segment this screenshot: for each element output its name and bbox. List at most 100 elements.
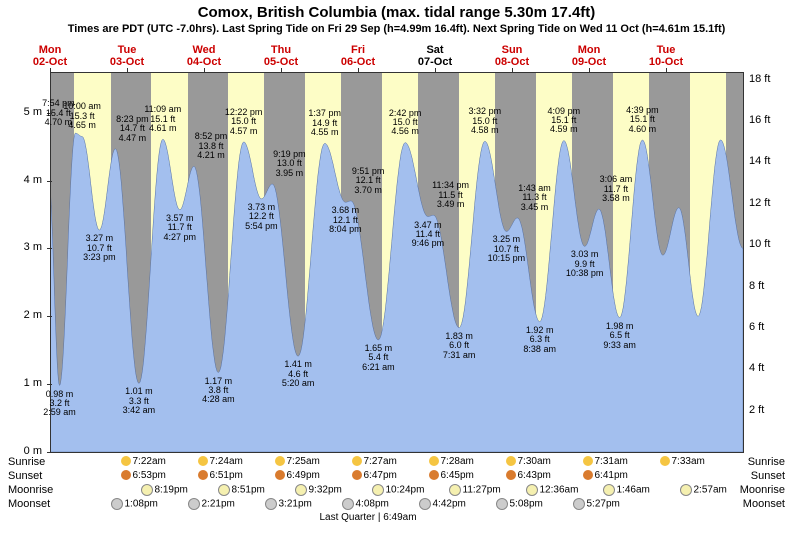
- moon-icon: [526, 484, 538, 496]
- footer-time-moonrise: 8:51pm: [218, 484, 265, 496]
- tide-annotation: 1.98 m6.5 ft9:33 am: [595, 322, 645, 350]
- footer-row-label: Sunrise: [748, 456, 785, 468]
- tide-annotation: 9:19 pm13.0 ft3.95 m: [264, 150, 314, 178]
- sun-icon: [121, 456, 131, 466]
- footer-time-sunrise: 7:28am: [429, 456, 474, 467]
- sun-icon: [352, 456, 362, 466]
- footer-row-label: Sunrise: [8, 456, 45, 468]
- sun-icon: [583, 470, 593, 480]
- footer-time-sunrise: 7:27am: [352, 456, 397, 467]
- footer-time-moonrise: 11:27pm: [449, 484, 501, 496]
- footer-row-label: Sunset: [751, 470, 785, 482]
- tide-annotation: 3.73 m12.2 ft5:54 pm: [236, 203, 286, 231]
- footer-row-label: Moonrise: [740, 484, 785, 496]
- moon-icon: [496, 498, 508, 510]
- moon-icon: [419, 498, 431, 510]
- tide-annotation: 11:34 pm11.5 ft3.49 m: [426, 181, 476, 209]
- tide-annotation: 3.03 m9.9 ft10:38 pm: [560, 250, 610, 278]
- footer-time-sunset: 6:41pm: [583, 470, 628, 481]
- date-label: Tue10-Oct: [636, 44, 696, 68]
- sun-icon: [506, 470, 516, 480]
- y-tick-right: 16 ft: [749, 114, 789, 126]
- footer-time-sunrise: 7:30am: [506, 456, 551, 467]
- date-label: Tue03-Oct: [97, 44, 157, 68]
- tide-annotation: 1.65 m5.4 ft6:21 am: [353, 344, 403, 372]
- tide-annotation: 1.92 m6.3 ft8:38 am: [515, 326, 565, 354]
- footer-time-sunset: 6:51pm: [198, 470, 243, 481]
- footer-time-moonrise: 8:19pm: [141, 484, 188, 496]
- y-tick-right: 18 ft: [749, 73, 789, 85]
- sun-icon: [275, 456, 285, 466]
- moon-icon: [449, 484, 461, 496]
- date-label: Thu05-Oct: [251, 44, 311, 68]
- sun-icon: [429, 456, 439, 466]
- footer-row-label: Moonset: [8, 498, 50, 510]
- tide-annotation: 2:42 pm15.0 ft4.56 m: [380, 109, 430, 137]
- footer-time-sunset: 6:47pm: [352, 470, 397, 481]
- sun-icon: [121, 470, 131, 480]
- footer-row-label: Moonset: [743, 498, 785, 510]
- chart-subtitle: Times are PDT (UTC -7.0hrs). Last Spring…: [0, 21, 793, 37]
- tide-annotation: 3.25 m10.7 ft10:15 pm: [481, 235, 531, 263]
- y-tick-right: 6 ft: [749, 321, 789, 333]
- moon-icon: [218, 484, 230, 496]
- tide-annotation: 12:22 pm15.0 ft4.57 m: [219, 108, 269, 136]
- moon-icon: [573, 498, 585, 510]
- tide-annotation: 1.17 m3.8 ft4:28 am: [193, 377, 243, 405]
- sun-icon: [198, 470, 208, 480]
- y-tick-left: 1 m: [4, 377, 42, 389]
- footer-time-moonset: 5:08pm: [496, 498, 543, 510]
- footer-time-moonset: 1:08pm: [111, 498, 158, 510]
- sun-icon: [429, 470, 439, 480]
- date-label: Mon09-Oct: [559, 44, 619, 68]
- moon-icon: [603, 484, 615, 496]
- footer-time-sunrise: 7:24am: [198, 456, 243, 467]
- y-tick-right: 8 ft: [749, 280, 789, 292]
- footer-time-sunset: 6:45pm: [429, 470, 474, 481]
- footer-time-moonset: 5:27pm: [573, 498, 620, 510]
- date-label: Sun08-Oct: [482, 44, 542, 68]
- tide-annotation: 8:52 pm13.8 ft4.21 m: [186, 132, 236, 160]
- y-tick-left: 4 m: [4, 174, 42, 186]
- tide-annotation: 1.83 m6.0 ft7:31 am: [434, 332, 484, 360]
- y-tick-left: 2 m: [4, 309, 42, 321]
- tide-annotation: 1.01 m3.3 ft3:42 am: [114, 387, 164, 415]
- y-tick-left: 3 m: [4, 241, 42, 253]
- tide-annotation: 3.27 m10.7 ft3:23 pm: [74, 234, 124, 262]
- tide-annotation: 3.57 m11.7 ft4:27 pm: [155, 214, 205, 242]
- date-label: Wed04-Oct: [174, 44, 234, 68]
- footer-time-sunrise: 7:25am: [275, 456, 320, 467]
- footer-time-moonrise: 2:57am: [680, 484, 727, 496]
- footer-time-moonset: 3:21pm: [265, 498, 312, 510]
- footer-time-sunrise: 7:33am: [660, 456, 705, 467]
- tide-annotation: 11:09 am15.1 ft4.61 m: [138, 105, 188, 133]
- date-label: Sat07-Oct: [405, 44, 465, 68]
- tide-annotation: 0.98 m3.2 ft2:59 am: [35, 390, 85, 418]
- footer-time-moonrise: 1:46am: [603, 484, 650, 496]
- tide-annotation: 1.41 m4.6 ft5:20 am: [273, 360, 323, 388]
- y-tick-right: 4 ft: [749, 362, 789, 374]
- tide-annotation: 9:51 pm12.1 ft3.70 m: [343, 167, 393, 195]
- sun-icon: [275, 470, 285, 480]
- sun-icon: [583, 456, 593, 466]
- footer-time-moonset: 4:42pm: [419, 498, 466, 510]
- sun-icon: [506, 456, 516, 466]
- moon-icon: [141, 484, 153, 496]
- y-tick-right: 2 ft: [749, 404, 789, 416]
- tide-annotation: 3:06 am11.7 ft3.58 m: [591, 175, 641, 203]
- footer-time-moonset: 4:08pm: [342, 498, 389, 510]
- tide-annotation: 1:37 pm14.9 ft4.55 m: [300, 109, 350, 137]
- y-tick-right: 12 ft: [749, 197, 789, 209]
- sun-icon: [198, 456, 208, 466]
- tide-annotation: 3.47 m11.4 ft9:46 pm: [403, 221, 453, 249]
- footer-time-moonrise: 9:32pm: [295, 484, 342, 496]
- sun-icon: [660, 456, 670, 466]
- moon-icon: [680, 484, 692, 496]
- moon-icon: [111, 498, 123, 510]
- footer-time-sunset: 6:43pm: [506, 470, 551, 481]
- footer-time-sunset: 6:53pm: [121, 470, 166, 481]
- tide-annotation: 10:00 am15.3 ft4.65 m: [57, 102, 107, 130]
- date-label: Fri06-Oct: [328, 44, 388, 68]
- footer-time-sunset: 6:49pm: [275, 470, 320, 481]
- footer-time-sunrise: 7:31am: [583, 456, 628, 467]
